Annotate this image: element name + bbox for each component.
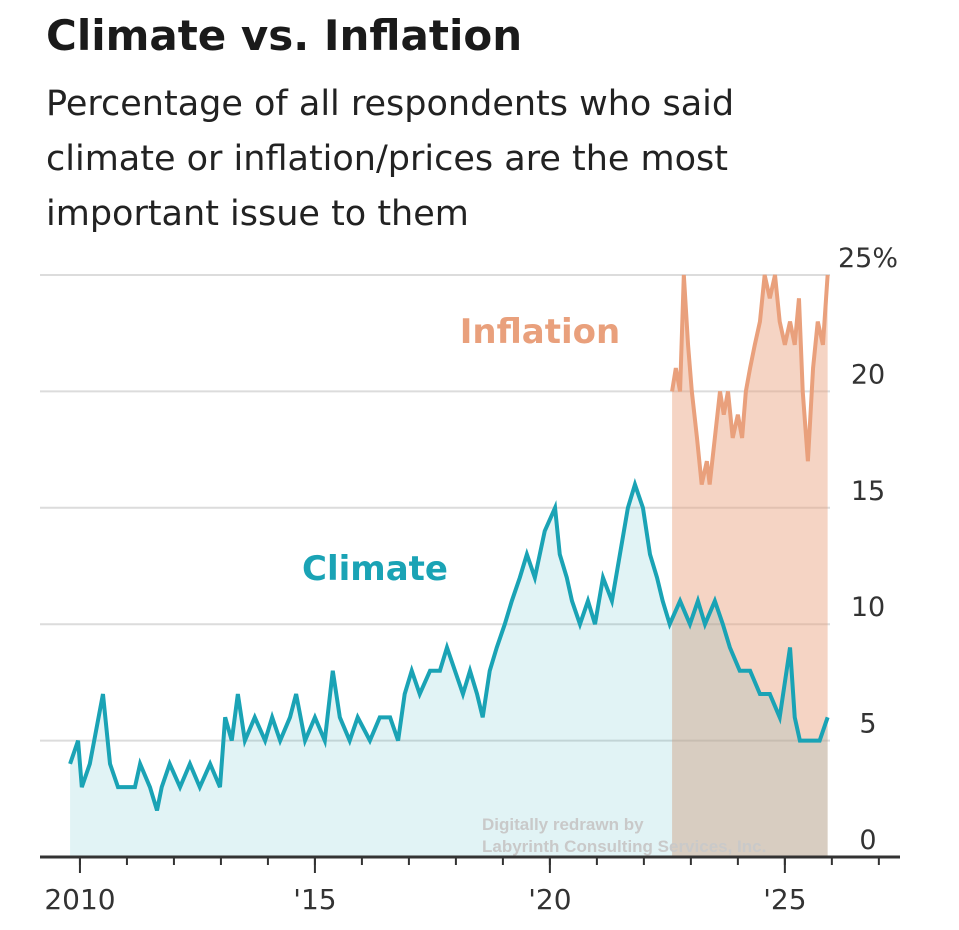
y-tick-label: 15 — [851, 476, 885, 507]
chart-subtitle: important issue to them — [46, 194, 469, 234]
series-area — [70, 484, 828, 857]
y-tick-label: 10 — [851, 592, 885, 623]
series-line — [670, 274, 830, 485]
lines: Climate Inflation — [68, 274, 830, 812]
watermark: Digitally redrawn by — [482, 815, 644, 834]
x-tick-label: '25 — [763, 883, 806, 916]
watermark: Labyrinth Consulting Services, Inc. — [482, 837, 766, 856]
x-tick-label: '20 — [528, 883, 571, 916]
chart-title: Climate vs. Inflation — [46, 11, 522, 60]
y-tick-label: 0 — [859, 825, 876, 856]
chart-subtitle: Percentage of all respondents who said — [46, 84, 734, 124]
chart-subtitle: climate or inflation/prices are the most — [46, 139, 728, 179]
areas — [70, 275, 828, 857]
series-area — [672, 275, 828, 857]
series-label: Inflation — [460, 312, 620, 352]
y-tick-label: 20 — [851, 359, 885, 390]
series-label: Climate — [302, 549, 448, 589]
x-tick-label: '15 — [293, 883, 336, 916]
y-tick-label: 5 — [859, 709, 876, 740]
series-line — [68, 478, 830, 812]
x-tick-label: 2010 — [44, 883, 115, 916]
axes: 0 5 10 15 20 25% 2010 '15 '20 '25 — [40, 243, 900, 916]
y-tick-label: 25% — [838, 243, 898, 274]
